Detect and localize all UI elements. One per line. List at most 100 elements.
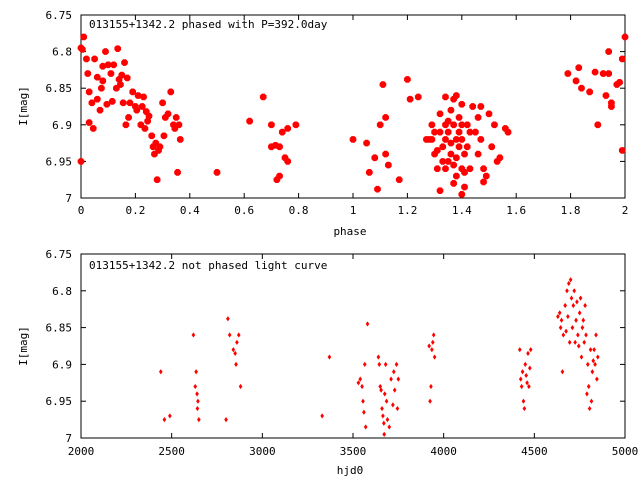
data-point — [444, 128, 452, 136]
data-point — [365, 169, 373, 176]
data-point — [159, 99, 166, 107]
data-points — [158, 277, 600, 437]
data-point — [381, 413, 385, 419]
data-point — [572, 77, 580, 85]
y-tick-label: 6.9 — [52, 119, 72, 132]
y-tick-label: 6.8 — [52, 285, 72, 298]
axis-ticks: 0 0.2 0.4 0.6 0.8 1 1.2 1.4 1.6 1.8 2 6.75 6.8 6.85 6.… — [46, 9, 629, 217]
data-point — [268, 121, 275, 129]
data-point — [450, 180, 457, 187]
data-point — [447, 150, 455, 158]
data-point — [387, 424, 392, 430]
data-point — [195, 405, 200, 412]
data-point — [379, 387, 383, 393]
data-point — [160, 132, 168, 140]
data-point — [278, 128, 286, 136]
data-point — [235, 339, 239, 345]
data-point — [594, 121, 602, 129]
data-point — [227, 332, 232, 338]
data-point — [358, 376, 363, 382]
data-point — [395, 176, 403, 184]
data-point — [519, 383, 524, 390]
axis-ticks: 2000 2500 3000 3500 4000 4500 5000 6.75 6.8 6.85 6… — [46, 248, 639, 458]
data-point — [238, 383, 243, 390]
data-point — [595, 354, 600, 360]
data-point — [385, 417, 390, 423]
data-point — [79, 46, 86, 53]
data-point — [579, 354, 584, 360]
data-point — [558, 325, 563, 331]
data-point — [559, 317, 564, 323]
data-point — [284, 158, 292, 165]
data-point — [482, 172, 490, 180]
data-point — [450, 121, 457, 129]
x-axis-label: phase — [333, 225, 366, 238]
data-point — [453, 154, 460, 162]
data-point — [485, 110, 493, 118]
data-point — [480, 178, 487, 186]
data-point — [573, 339, 577, 345]
plot-frame — [80, 253, 626, 439]
data-point — [477, 103, 485, 110]
data-point — [488, 143, 496, 151]
data-point — [590, 369, 595, 375]
data-point — [394, 361, 399, 367]
data-point — [246, 117, 253, 125]
data-point — [563, 302, 567, 309]
data-point — [453, 172, 460, 180]
data-point — [99, 77, 107, 85]
data-point — [383, 361, 388, 367]
data-point — [327, 354, 332, 360]
data-point — [429, 383, 433, 390]
data-point — [474, 150, 482, 158]
data-point — [575, 64, 583, 72]
data-point — [602, 92, 610, 99]
data-point — [447, 106, 455, 114]
data-point — [233, 350, 237, 356]
data-point — [108, 98, 116, 105]
y-tick-label: 7 — [65, 192, 72, 205]
data-point — [365, 321, 370, 327]
data-point — [140, 93, 147, 101]
data-point — [565, 288, 569, 294]
data-point — [480, 165, 487, 173]
x-tick-label: 2000 — [68, 445, 95, 458]
y-axis-label: I[mag] — [17, 86, 30, 126]
x-axis-label: hjd0 — [337, 464, 364, 477]
data-point — [442, 93, 449, 101]
data-point — [98, 84, 105, 92]
data-point — [164, 110, 172, 118]
data-point — [276, 172, 283, 180]
data-point — [439, 158, 447, 165]
data-point — [114, 45, 122, 52]
data-point — [564, 70, 572, 77]
data-point — [442, 136, 449, 143]
data-point — [168, 413, 172, 419]
data-point — [89, 125, 97, 132]
data-point — [231, 347, 236, 353]
y-tick-label: 6.85 — [46, 322, 73, 335]
data-point — [148, 132, 156, 140]
data-point — [560, 369, 565, 375]
x-tick-label: 0 — [78, 204, 85, 217]
data-point — [439, 143, 447, 151]
data-point — [583, 302, 587, 309]
data-point — [119, 99, 127, 107]
data-point — [356, 380, 361, 386]
data-point — [236, 332, 241, 338]
x-tick-label: 1.4 — [452, 204, 472, 217]
data-point — [96, 106, 104, 114]
data-point — [469, 103, 477, 110]
x-tick-label: 4500 — [521, 445, 548, 458]
data-point — [85, 119, 93, 126]
data-point — [586, 88, 593, 96]
x-tick-label: 1.2 — [397, 204, 417, 217]
data-point — [576, 343, 581, 349]
data-point — [453, 92, 460, 99]
unphased-light-curve-plot: 013155+1342.2 not phased light curve hjd… — [17, 248, 638, 477]
data-point — [572, 288, 577, 294]
data-point — [458, 100, 466, 108]
data-point — [461, 150, 468, 158]
data-point — [382, 391, 387, 397]
data-point — [158, 369, 163, 375]
